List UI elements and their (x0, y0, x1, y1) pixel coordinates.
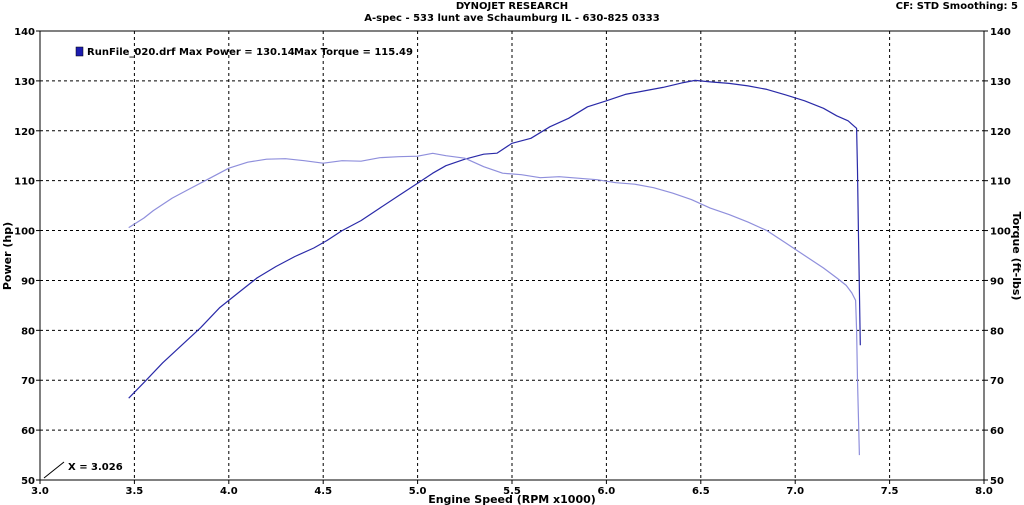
x-tick-label: 5.0 (409, 486, 427, 497)
legend-swatch (75, 46, 84, 57)
y-tick-label: 140 (14, 27, 35, 38)
x-axis: 3.0 3.5 4.0 4.5 5.0 5.5 6.0 6.5 7.0 7.5 8.0 (31, 480, 993, 497)
y-tick-label: 70 (21, 376, 35, 387)
x-axis-label: Engine Speed (RPM x1000) (428, 493, 596, 505)
y-tick-label: 80 (21, 326, 35, 337)
x-tick-label: 7.5 (881, 486, 899, 497)
x-tick-label: 6.0 (598, 486, 616, 497)
y2-tick-label: 70 (990, 376, 1004, 387)
grid (40, 31, 984, 480)
y2-tick-label: 110 (990, 177, 1011, 188)
y-tick-label: 110 (14, 177, 35, 188)
y2-tick-label: 130 (990, 77, 1011, 88)
x-tick-label: 7.0 (786, 486, 804, 497)
y-axis-left: 50 60 70 80 90 100 110 120 130 140 (14, 27, 40, 487)
power-curve (128, 79, 861, 399)
y-tick-label: 100 (14, 227, 35, 238)
settings-label: CF: STD Smoothing: 5 (895, 1, 1018, 12)
y-tick-label: 130 (14, 77, 35, 88)
x-tick-label: 3.5 (126, 486, 144, 497)
x-tick-label: 8.0 (975, 486, 993, 497)
y2-tick-label: 80 (990, 326, 1004, 337)
cursor-annotation: X = 3.026 (68, 462, 123, 473)
x-tick-label: 5.5 (503, 486, 521, 497)
y2-tick-label: 50 (990, 476, 1004, 487)
y2-tick-label: 120 (990, 127, 1011, 138)
annotation-pointer (43, 461, 65, 479)
x-tick-label: 3.0 (31, 486, 49, 497)
y2-tick-label: 100 (990, 227, 1011, 238)
y2-tick-label: 140 (990, 27, 1011, 38)
series-group (128, 79, 861, 456)
x-tick-label: 6.5 (692, 486, 710, 497)
x-tick-label: 4.5 (314, 486, 332, 497)
y2-tick-label: 90 (990, 276, 1004, 287)
y-tick-label: 120 (14, 127, 35, 138)
y-axis-label: Power (hp) (1, 222, 14, 290)
legend-torque: Max Torque = 115.49 (294, 47, 413, 58)
y-tick-label: 60 (21, 426, 35, 437)
y2-axis-label: Torque (ft-lbs) (1010, 212, 1023, 301)
y-axis-right: 50 60 70 80 90 100 110 120 130 140 (984, 27, 1011, 487)
chart-title: DYNOJET RESEARCH (455, 1, 569, 12)
torque-curve (128, 152, 860, 456)
y-tick-label: 50 (21, 476, 35, 487)
y2-tick-label: 60 (990, 426, 1004, 437)
chart-subtitle: A-spec - 533 lunt ave Schaumburg IL - 63… (364, 13, 660, 24)
x-tick-label: 4.0 (220, 486, 238, 497)
y-tick-label: 90 (21, 276, 35, 287)
legend-run: RunFile_020.drf Max Power = 130.14 (87, 47, 295, 58)
